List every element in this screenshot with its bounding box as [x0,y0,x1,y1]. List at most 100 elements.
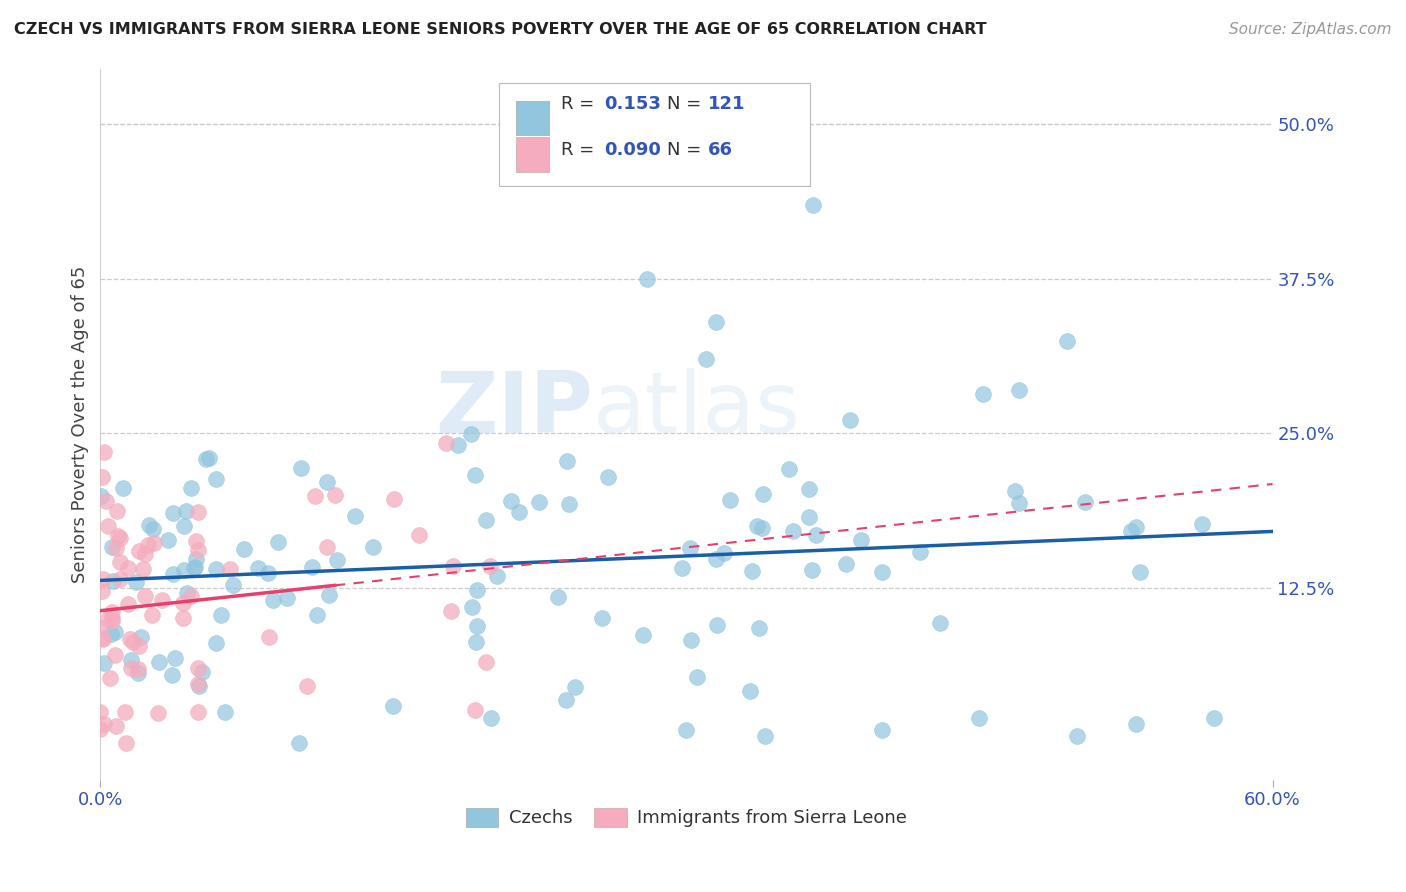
Point [174,504,197,518]
Point [464,467,486,482]
Point [381,698,404,713]
Point [704,315,727,329]
Point [547,590,569,604]
Point [447,438,470,452]
Point [972,387,994,401]
Legend: Czechs, Immigrants from Sierra Leone: Czechs, Immigrants from Sierra Leone [458,801,914,835]
Point [706,617,728,632]
Point [778,461,800,475]
Point [127,662,149,676]
Point [460,426,482,441]
Point [180,481,202,495]
Point [441,559,464,574]
Point [479,558,502,573]
Point [141,608,163,623]
Point [1125,717,1147,731]
Point [1004,483,1026,498]
Point [187,542,209,557]
Point [160,668,183,682]
Point [598,469,620,483]
Point [870,723,893,738]
Point [804,528,827,542]
Point [105,718,128,732]
Point [741,564,763,578]
Point [186,552,208,566]
Point [183,559,205,574]
Point [162,566,184,581]
Point [100,626,122,640]
Point [93,656,115,670]
Point [111,481,134,495]
Point [1191,516,1213,531]
Point [486,569,509,583]
Point [304,489,326,503]
Point [315,541,337,555]
Point [713,546,735,560]
Point [101,540,124,554]
Point [361,540,384,554]
Point [343,508,366,523]
Point [479,711,502,725]
Point [165,651,187,665]
Point [120,660,142,674]
Point [205,472,228,486]
Point [134,547,156,561]
Point [558,497,581,511]
Point [1007,383,1029,397]
Text: 66: 66 [707,141,733,160]
Text: 121: 121 [707,95,745,113]
Point [801,563,824,577]
Point [187,677,209,691]
Text: atlas: atlas [593,368,800,451]
Point [101,605,124,619]
Point [681,632,703,647]
Point [98,671,121,685]
Point [969,711,991,725]
Point [751,521,773,535]
Point [745,518,768,533]
Point [461,600,484,615]
Point [408,528,430,542]
Point [209,607,232,622]
Point [382,491,405,506]
Point [631,628,654,642]
Point [132,562,155,576]
Text: 0.153: 0.153 [605,95,661,113]
Point [1008,496,1031,510]
Point [197,450,219,465]
Point [157,533,180,547]
Bar [516,137,550,171]
Point [262,592,284,607]
Point [1056,334,1078,348]
Point [91,632,114,647]
Point [117,561,139,575]
Text: N =: N = [666,141,706,160]
Point [748,620,770,634]
Point [475,513,498,527]
Point [295,679,318,693]
FancyBboxPatch shape [499,83,810,186]
Point [464,703,486,717]
Point [1119,524,1142,538]
Point [184,533,207,548]
Point [218,562,240,576]
Point [301,560,323,574]
Point [465,583,488,598]
Point [315,475,337,489]
Point [114,706,136,720]
Text: R =: R = [561,95,600,113]
Point [176,585,198,599]
Point [564,680,586,694]
Point [172,596,194,610]
Point [108,555,131,569]
Point [751,487,773,501]
Text: 0.090: 0.090 [605,141,661,160]
Point [232,542,254,557]
Point [434,436,457,450]
Point [246,561,269,575]
Point [499,494,522,508]
Point [838,412,860,426]
Point [136,538,159,552]
Bar [516,101,550,135]
Point [851,533,873,547]
